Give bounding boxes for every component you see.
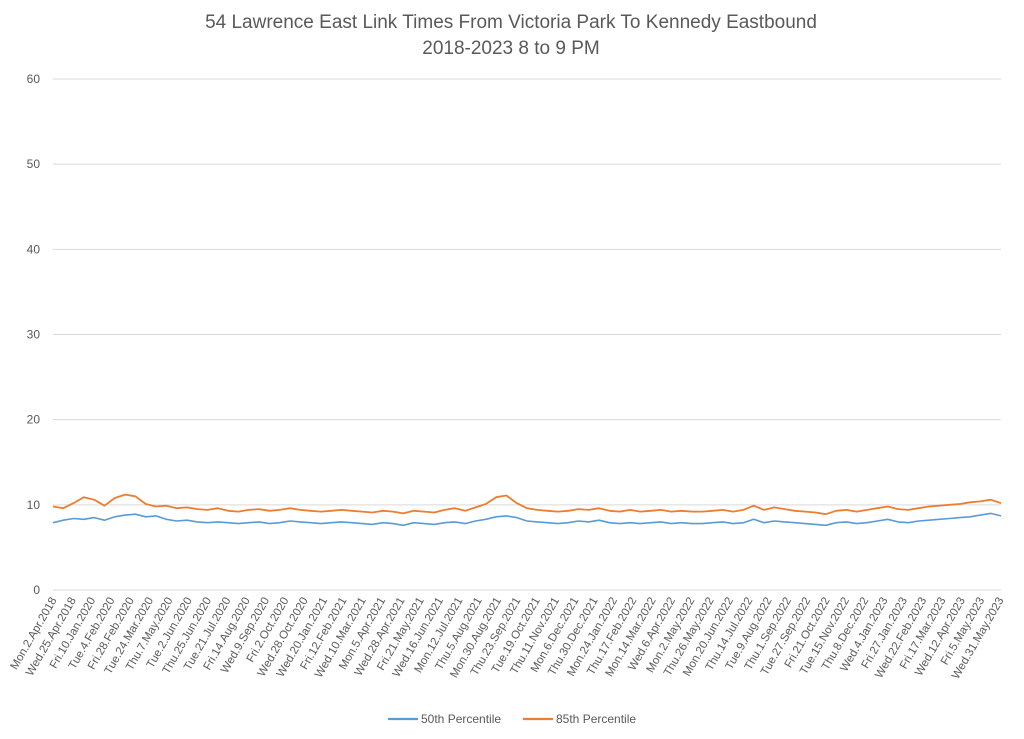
y-tick-label: 10 [27,498,41,512]
y-tick-label: 40 [27,242,41,256]
y-tick-label: 60 [27,72,41,86]
legend-label-50th: 50th Percentile [421,712,501,726]
chart-title: 54 Lawrence East Link Times From Victori… [205,12,817,33]
chart-subtitle: 2018-2023 8 to 9 PM [422,38,599,59]
legend: 50th Percentile 85th Percentile [388,712,636,726]
series-layer [52,493,1002,527]
series-line-85th-percentile [52,493,1002,516]
series-line-50th-percentile [52,512,1002,527]
y-tick-label: 50 [27,157,41,171]
gridlines [53,78,1001,591]
y-tick-label: 30 [27,328,41,342]
y-tick-label: 0 [33,583,40,597]
legend-label-85th: 85th Percentile [556,712,636,726]
y-axis-ticks: 0 10 20 30 40 50 60 [27,72,41,597]
y-tick-label: 20 [27,413,41,427]
x-axis-ticks: Mon.2.Apr.2018Wed.25.Apr.2018Fri.10.Jan.… [9,595,1007,681]
